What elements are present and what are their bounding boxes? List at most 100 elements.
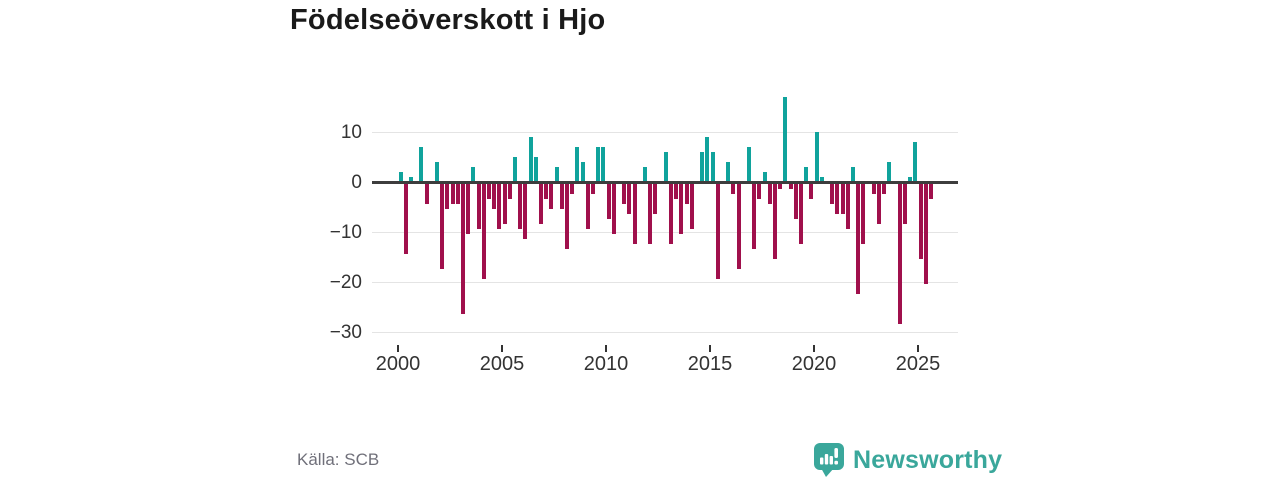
bar-positive bbox=[747, 147, 751, 182]
bar-positive bbox=[851, 167, 855, 182]
bar-negative bbox=[445, 184, 450, 209]
bar-positive bbox=[513, 157, 517, 182]
bar-negative bbox=[502, 184, 507, 224]
bar-negative bbox=[835, 184, 840, 214]
bar-negative bbox=[648, 184, 653, 244]
bar-positive bbox=[700, 152, 705, 182]
bar-positive bbox=[819, 177, 824, 182]
bar-positive bbox=[533, 157, 538, 182]
bar-negative bbox=[752, 184, 757, 249]
brand-footer: Newsworthy bbox=[813, 442, 1002, 478]
bar-negative bbox=[523, 184, 528, 239]
y-gridline bbox=[372, 131, 958, 133]
x-axis-tick-label: 2025 bbox=[895, 353, 941, 375]
bar-positive bbox=[705, 137, 710, 182]
bar-positive bbox=[596, 147, 601, 182]
x-axis-tick-label: 2015 bbox=[687, 353, 733, 375]
bar-negative bbox=[570, 184, 575, 194]
bar-negative bbox=[539, 184, 543, 224]
bar-negative bbox=[632, 184, 637, 244]
bar-positive bbox=[762, 172, 767, 182]
bar-positive bbox=[783, 97, 788, 182]
bar-negative bbox=[497, 184, 502, 229]
source-note: Källa: SCB bbox=[297, 450, 380, 469]
zero-axis-line bbox=[372, 181, 958, 184]
bar-negative bbox=[549, 184, 554, 209]
bar-negative bbox=[684, 184, 689, 204]
bar-negative bbox=[897, 184, 902, 324]
bar-positive bbox=[643, 167, 647, 182]
bar-negative bbox=[840, 184, 845, 214]
bar-negative bbox=[565, 184, 569, 249]
bar-positive bbox=[435, 162, 439, 182]
bar-negative bbox=[799, 184, 803, 244]
bar-negative bbox=[715, 184, 720, 279]
bar-positive bbox=[804, 167, 809, 182]
bar-negative bbox=[809, 184, 814, 199]
y-axis-tick-label: 0 bbox=[351, 172, 362, 193]
y-axis-tick-label: −10 bbox=[329, 222, 362, 243]
bar-negative bbox=[403, 184, 408, 254]
x-axis-tick-label: 2005 bbox=[479, 353, 525, 375]
bar-negative bbox=[871, 184, 876, 194]
bar-negative bbox=[507, 184, 512, 199]
bar-negative bbox=[544, 184, 549, 199]
y-axis-tick-label: −30 bbox=[329, 322, 362, 343]
y-axis-tick-label: −20 bbox=[329, 272, 362, 293]
bar-negative bbox=[487, 184, 491, 199]
bar-negative bbox=[778, 184, 783, 189]
bar-negative bbox=[450, 184, 455, 204]
bar-negative bbox=[559, 184, 564, 209]
x-axis-tick-label: 2000 bbox=[375, 353, 421, 375]
bar-negative bbox=[793, 184, 798, 219]
bar-negative bbox=[481, 184, 486, 279]
bar-negative bbox=[424, 184, 429, 204]
bar-negative bbox=[877, 184, 881, 224]
bar-negative bbox=[731, 184, 736, 194]
bar-negative bbox=[757, 184, 762, 199]
bar-negative bbox=[903, 184, 907, 224]
x-axis-tick bbox=[813, 345, 815, 352]
bar-negative bbox=[861, 184, 866, 244]
x-axis-tick-label: 2020 bbox=[791, 353, 837, 375]
bar-positive bbox=[528, 137, 533, 182]
bar-positive bbox=[814, 132, 819, 182]
x-axis-tick bbox=[917, 345, 919, 352]
bar-negative bbox=[679, 184, 684, 234]
y-gridline bbox=[372, 331, 958, 333]
bar-positive bbox=[398, 172, 403, 182]
bar-negative bbox=[674, 184, 679, 199]
bar-negative bbox=[653, 184, 658, 214]
x-axis-tick bbox=[397, 345, 399, 352]
x-axis-tick bbox=[605, 345, 607, 352]
bar-positive bbox=[554, 167, 559, 182]
bar-positive bbox=[601, 147, 606, 182]
bar-negative bbox=[622, 184, 627, 204]
chart-title: Födelseöverskott i Hjo bbox=[290, 4, 606, 36]
bar-positive bbox=[726, 162, 731, 182]
bar-negative bbox=[466, 184, 471, 234]
bar-positive bbox=[580, 162, 585, 182]
bar-negative bbox=[476, 184, 481, 229]
bar-negative bbox=[918, 184, 923, 259]
x-axis-tick-label: 2010 bbox=[583, 353, 629, 375]
bar-negative bbox=[518, 184, 523, 229]
x-axis-tick bbox=[501, 345, 503, 352]
y-axis-tick-label: 10 bbox=[340, 122, 362, 143]
bar-negative bbox=[788, 184, 793, 189]
bar-positive bbox=[887, 162, 892, 182]
bar-positive bbox=[710, 152, 715, 182]
bar-negative bbox=[669, 184, 673, 244]
bar-negative bbox=[440, 184, 445, 269]
bar-positive bbox=[663, 152, 668, 182]
bar-negative bbox=[923, 184, 928, 284]
bar-negative bbox=[492, 184, 497, 209]
bar-negative bbox=[845, 184, 850, 229]
bar-positive bbox=[409, 177, 413, 182]
bar-negative bbox=[856, 184, 861, 294]
bar-positive bbox=[471, 167, 476, 182]
bar-negative bbox=[882, 184, 887, 194]
bar-positive bbox=[908, 177, 913, 182]
bar-positive bbox=[419, 147, 424, 182]
